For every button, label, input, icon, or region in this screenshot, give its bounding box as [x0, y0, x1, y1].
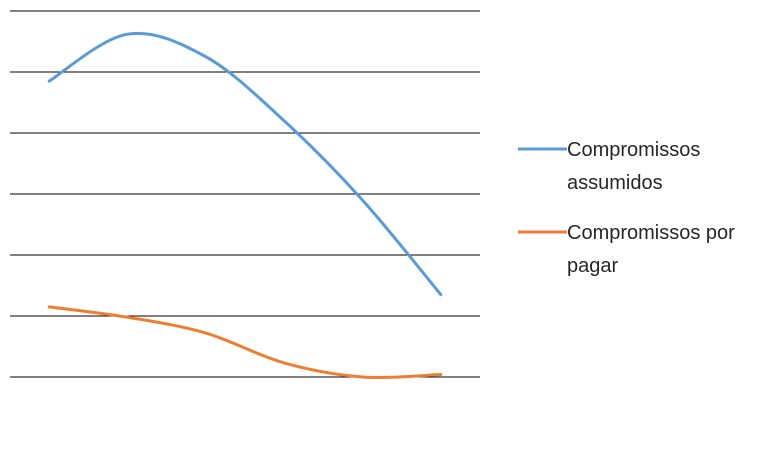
series-lines [47, 31, 443, 380]
legend-label-1-line2: assumidos [567, 172, 663, 194]
legend-label-2-line1: Compromissos por [567, 222, 735, 244]
legend-entry-2: Compromissos por pagar [518, 222, 735, 277]
series-line-1 [47, 31, 443, 297]
gridlines [10, 10, 480, 378]
series-line-2 [47, 305, 443, 380]
legend-entry-1: Compromissos assumidos [518, 139, 700, 194]
legend-label-2-line2: pagar [567, 255, 618, 277]
legend-label-1-line1: Compromissos [567, 139, 700, 161]
legend: Compromissos assumidos Compromissos por … [518, 139, 735, 277]
